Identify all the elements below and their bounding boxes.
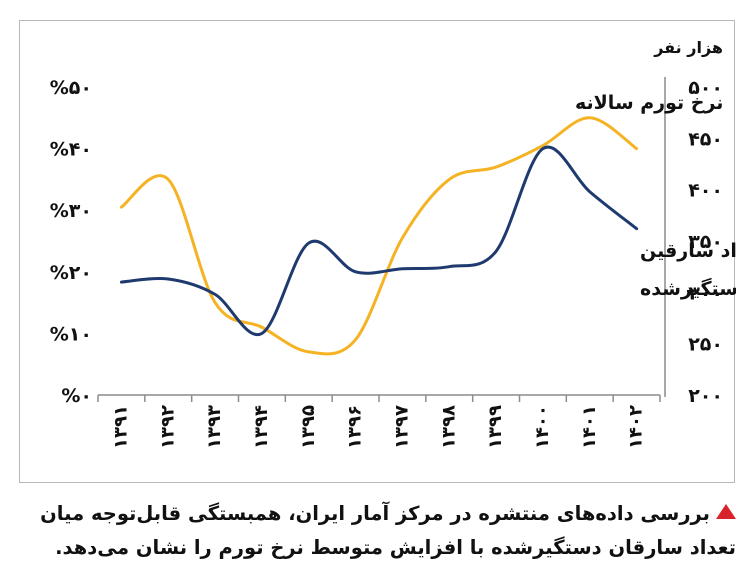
left-axis-tick-label: %۰ [61, 385, 92, 407]
data-point [214, 301, 217, 304]
arrests-series-label-line: تعداد سارقین [640, 240, 736, 262]
inflation-series-label: نرخ تورم سالانه [575, 92, 723, 114]
data-point [401, 267, 404, 270]
data-point [354, 270, 357, 273]
data-point [588, 190, 591, 193]
data-point [635, 147, 638, 150]
data-point [167, 178, 170, 181]
data-point [495, 166, 498, 169]
x-tick-label: ۱۳۹۳ [204, 405, 225, 449]
right-axis-tick-label: ۴۵۰ [688, 128, 723, 150]
right-axis-tick-label: ۳۰۰ [688, 282, 723, 304]
data-point [354, 338, 357, 341]
x-tick-label: ۱۳۹۶ [345, 405, 366, 449]
data-point [448, 178, 451, 181]
x-tick-label: ۱۴۰۲ [626, 405, 647, 449]
data-point [214, 293, 217, 296]
right-axis-tick-label: ۲۰۰ [688, 385, 723, 407]
data-point [120, 206, 123, 209]
data-point [167, 277, 170, 280]
caption-line-1: بررسی داده‌های منتشره در مرکز آمار ایران… [40, 502, 710, 525]
right-axis-unit-label: هزار نفر [653, 38, 723, 57]
chart-frame: ۱۳۹۱ ۱۳۹۲ ۱۳۹۳ ۱۳۹۴ ۱۳۹۵ ۱۳۹۶ ۱۳۹۷ ۱۳۹۸ ۱۳۹۹ ۱۴۰۰… [19, 20, 736, 483]
right-axis-tick-label: ۲۵۰ [688, 334, 723, 356]
data-point [495, 250, 498, 253]
data-point [260, 332, 263, 335]
x-tick-label: ۱۳۹۵ [298, 405, 319, 449]
data-point [401, 236, 404, 239]
left-axis-tick-label: %۴۰ [50, 139, 92, 161]
left-axis-tick-label: %۲۰ [50, 262, 92, 284]
right-axis-tick-label: ۴۰۰ [688, 180, 723, 202]
data-point [307, 350, 310, 353]
arrests-series-line [119, 145, 639, 337]
x-tick-label: ۱۳۹۷ [391, 405, 412, 449]
x-tick-label: ۱۳۹۲ [157, 405, 178, 449]
data-point [307, 242, 310, 245]
data-point [120, 281, 123, 284]
left-axis-tick-label: %۵۰ [50, 77, 92, 99]
chart-svg: ۱۳۹۱ ۱۳۹۲ ۱۳۹۳ ۱۳۹۴ ۱۳۹۵ ۱۳۹۶ ۱۳۹۷ ۱۳۹۸ ۱۳۹۹ ۱۴۰۰… [50, 38, 736, 449]
data-point [448, 265, 451, 268]
x-tick-label: ۱۳۹۱ [110, 405, 131, 449]
caption: بررسی داده‌های منتشره در مرکز آمار ایران… [11, 497, 736, 565]
x-tick-label: ۱۴۰۰ [532, 405, 553, 449]
data-point [635, 227, 638, 230]
right-axis-tick-label: ۳۵۰ [688, 231, 723, 253]
left-axis-tick-label: %۱۰ [50, 323, 92, 345]
caption-line-2: تعداد سارقان دستگیرشده با افزایش متوسط ن… [55, 536, 736, 559]
x-tick-label: ۱۴۰۱ [579, 405, 600, 449]
data-point [588, 116, 591, 119]
x-tick-label: ۱۳۹۴ [251, 405, 272, 449]
data-point [260, 326, 263, 329]
inflation-series-line [119, 116, 639, 356]
x-tick-label: ۱۳۹۸ [438, 405, 459, 449]
left-axis-tick-label: %۳۰ [50, 200, 92, 222]
data-point [541, 147, 544, 150]
arrests-series-label-line: دستگیرشده [640, 277, 736, 300]
triangle-marker-icon [716, 504, 736, 519]
right-axis-tick-label: ۵۰۰ [688, 77, 723, 99]
x-tick-label: ۱۳۹۹ [485, 405, 506, 449]
